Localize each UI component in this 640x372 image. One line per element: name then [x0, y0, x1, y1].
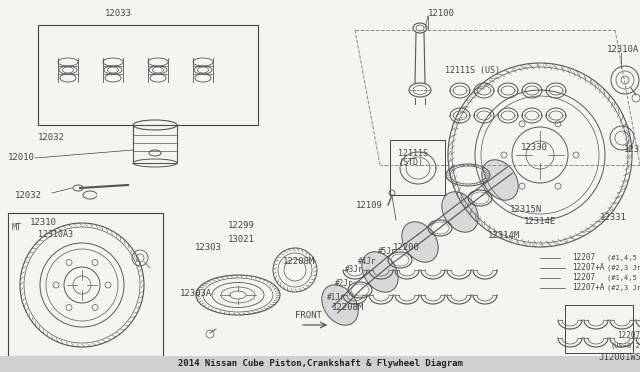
Bar [133, 125, 177, 163]
Text: 12330: 12330 [521, 144, 548, 153]
Text: 2014 Nissan Cube Piston,Crankshaft & Flywheel Diagram: 2014 Nissan Cube Piston,Crankshaft & Fly… [177, 359, 463, 369]
Text: 12207S: 12207S [617, 331, 640, 340]
Text: #5Jr: #5Jr [378, 247, 397, 257]
Text: MT: MT [12, 223, 22, 232]
Ellipse shape [442, 192, 478, 232]
Text: #3Jr: #3Jr [345, 266, 364, 275]
Ellipse shape [362, 252, 398, 292]
Text: (#1,4,5 Jr): (#1,4,5 Jr) [607, 275, 640, 281]
Text: (US=0.25): (US=0.25) [611, 343, 640, 349]
Text: 12111S: 12111S [398, 148, 428, 157]
Text: 12331: 12331 [600, 214, 627, 222]
Bar [38, 25, 258, 125]
Text: 12207: 12207 [572, 253, 595, 263]
Text: 12310A3: 12310A3 [38, 230, 73, 239]
Text: 12010: 12010 [8, 154, 35, 163]
Text: 13021: 13021 [228, 235, 255, 244]
Text: 12200: 12200 [393, 244, 420, 253]
Text: 12207: 12207 [572, 273, 595, 282]
Bar [565, 305, 633, 353]
Text: #1Jr: #1Jr [327, 294, 346, 302]
Text: #4Jr: #4Jr [358, 257, 376, 266]
Text: 12310: 12310 [30, 218, 57, 227]
Text: 12033: 12033 [104, 9, 131, 18]
Bar [390, 140, 445, 195]
Text: (#2,3 Jr): (#2,3 Jr) [607, 285, 640, 291]
Text: 12100: 12100 [428, 9, 455, 17]
Ellipse shape [322, 285, 358, 325]
Bar [8, 213, 163, 356]
Text: FRONT: FRONT [295, 311, 322, 321]
Text: 12303A: 12303A [180, 289, 212, 298]
Text: 12303: 12303 [195, 244, 222, 253]
Text: 12299: 12299 [228, 221, 255, 230]
Ellipse shape [402, 222, 438, 262]
Text: 12310A: 12310A [607, 45, 639, 55]
Bar [0, 356, 640, 372]
Text: 12208M: 12208M [283, 257, 316, 266]
Text: 12111S (US): 12111S (US) [445, 65, 500, 74]
Text: 12314M: 12314M [488, 231, 520, 240]
Text: (STD): (STD) [398, 158, 423, 167]
Text: 12315N: 12315N [510, 205, 542, 215]
Text: #2Jr: #2Jr [335, 279, 353, 288]
Text: 12109: 12109 [356, 201, 383, 209]
Text: 12208M: 12208M [332, 302, 364, 311]
Ellipse shape [482, 160, 518, 200]
Text: (#1,4,5 Jr): (#1,4,5 Jr) [607, 255, 640, 261]
Text: (#2,3 Jr): (#2,3 Jr) [607, 265, 640, 271]
Text: 12333: 12333 [624, 145, 640, 154]
Text: 12032: 12032 [38, 132, 65, 141]
Text: J12001W5: J12001W5 [598, 353, 640, 362]
Text: 12207+A: 12207+A [572, 283, 604, 292]
Text: 12207+A: 12207+A [572, 263, 604, 273]
Text: 12314E: 12314E [524, 218, 556, 227]
Text: 12032: 12032 [15, 190, 42, 199]
